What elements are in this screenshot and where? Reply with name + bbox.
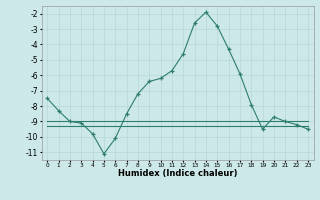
X-axis label: Humidex (Indice chaleur): Humidex (Indice chaleur)	[118, 169, 237, 178]
